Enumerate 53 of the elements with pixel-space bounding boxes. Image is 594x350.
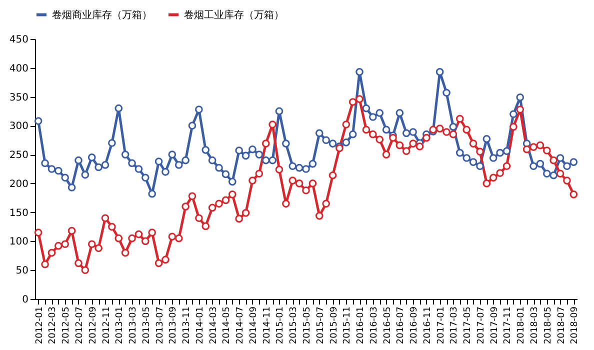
- x-tick-label: 2012-05: [62, 306, 72, 344]
- x-tick-label: 2016-09: [410, 306, 420, 344]
- y-tick-label: 350: [9, 92, 28, 104]
- x-tick-label: 2012-03: [48, 306, 58, 344]
- x-tick-label: 2016-05: [382, 306, 393, 344]
- x-tick-label: 2016-11: [422, 306, 433, 344]
- x-tick-label: 2015-05: [302, 306, 312, 344]
- x-tick-label: 2018-03: [530, 306, 540, 344]
- x-tick-label: 2017-07: [476, 306, 486, 344]
- x-tick-label: 2017-09: [490, 306, 500, 344]
- x-tick-label: 2015-01: [276, 306, 286, 344]
- y-tick-label: 0: [22, 294, 28, 306]
- x-tick-label: 2014-03: [208, 306, 219, 344]
- y-tick-label: 400: [9, 63, 28, 74]
- y-tick-label: 150: [9, 208, 28, 219]
- legend-label: 卷烟商业库存（万箱）: [52, 8, 152, 21]
- x-tick-label: 2012-07: [74, 306, 85, 344]
- x-tick-label: 2016-07: [396, 306, 406, 344]
- x-tick-label: 2015-07: [316, 306, 326, 344]
- y-tick-label: 300: [9, 121, 28, 132]
- y-tick-label: 200: [9, 178, 28, 190]
- x-tick-label: 2014-07: [236, 306, 246, 344]
- x-tick-label: 2015-09: [329, 306, 340, 344]
- x-tick-label: 2014-11: [262, 306, 272, 344]
- x-tick-label: 2017-05: [463, 306, 474, 344]
- x-tick-label: 2014-05: [222, 306, 232, 344]
- x-tick-label: 2013-09: [168, 306, 179, 344]
- x-tick-label: 2018-05: [543, 306, 554, 344]
- y-tick-label: 50: [16, 266, 28, 277]
- y-tick-label: 100: [9, 236, 28, 248]
- legend-label: 卷烟工业库存（万箱）: [184, 8, 284, 21]
- x-tick-label: 2017-03: [450, 306, 460, 344]
- x-tick-label: 2018-07: [556, 306, 567, 344]
- x-tick-label: 2012-11: [102, 306, 112, 344]
- x-tick-label: 2018-01: [516, 306, 527, 344]
- x-tick-label: 2013-01: [115, 306, 126, 344]
- x-tick-label: 2012-09: [88, 306, 98, 344]
- x-tick-label: 2016-01: [356, 306, 366, 344]
- x-tick-label: 2012-01: [34, 306, 45, 344]
- x-tick-label: 2014-09: [248, 306, 259, 344]
- x-tick-label: 2018-09: [570, 306, 580, 344]
- x-tick-label: 2015-11: [342, 306, 353, 344]
- x-tick-label: 2017-01: [436, 306, 446, 344]
- x-tick-label: 2013-03: [128, 306, 139, 344]
- x-tick-label: 2014-01: [195, 306, 206, 344]
- y-tick-label: 450: [9, 34, 28, 46]
- x-tick-label: 2013-11: [182, 306, 192, 344]
- x-tick-label: 2013-05: [142, 306, 152, 344]
- x-tick-label: 2013-07: [155, 306, 166, 344]
- x-tick-label: 2017-11: [503, 306, 514, 344]
- x-tick-label: 2015-03: [289, 306, 300, 344]
- y-tick-label: 250: [9, 150, 28, 162]
- x-tick-label: 2016-03: [369, 306, 380, 344]
